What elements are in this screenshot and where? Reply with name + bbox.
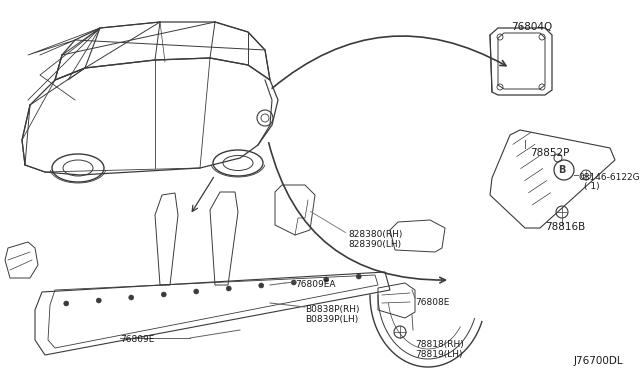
Circle shape [129,295,134,300]
Text: 76808E: 76808E [415,298,449,307]
Text: 828380(RH): 828380(RH) [348,230,403,239]
Circle shape [64,301,68,306]
Circle shape [96,298,101,303]
Text: 78819(LH): 78819(LH) [415,350,463,359]
Text: 08146-6122G: 08146-6122G [578,173,639,182]
Text: B0839P(LH): B0839P(LH) [305,315,358,324]
Text: 78816B: 78816B [545,222,585,232]
Text: 76809EA: 76809EA [295,280,335,289]
Text: 828390(LH): 828390(LH) [348,240,401,249]
Text: 78852P: 78852P [530,148,570,158]
Circle shape [259,283,264,288]
Text: B: B [558,165,566,175]
Circle shape [291,280,296,285]
Circle shape [356,274,361,279]
Text: J76700DL: J76700DL [573,356,623,366]
Text: 78818(RH): 78818(RH) [415,340,464,349]
Text: 76809E: 76809E [120,335,154,344]
Circle shape [324,277,329,282]
Circle shape [161,292,166,297]
Text: ( 1): ( 1) [584,182,600,191]
Circle shape [227,286,231,291]
Text: 76804Q: 76804Q [511,22,552,32]
Text: B0838P(RH): B0838P(RH) [305,305,360,314]
Circle shape [194,289,199,294]
